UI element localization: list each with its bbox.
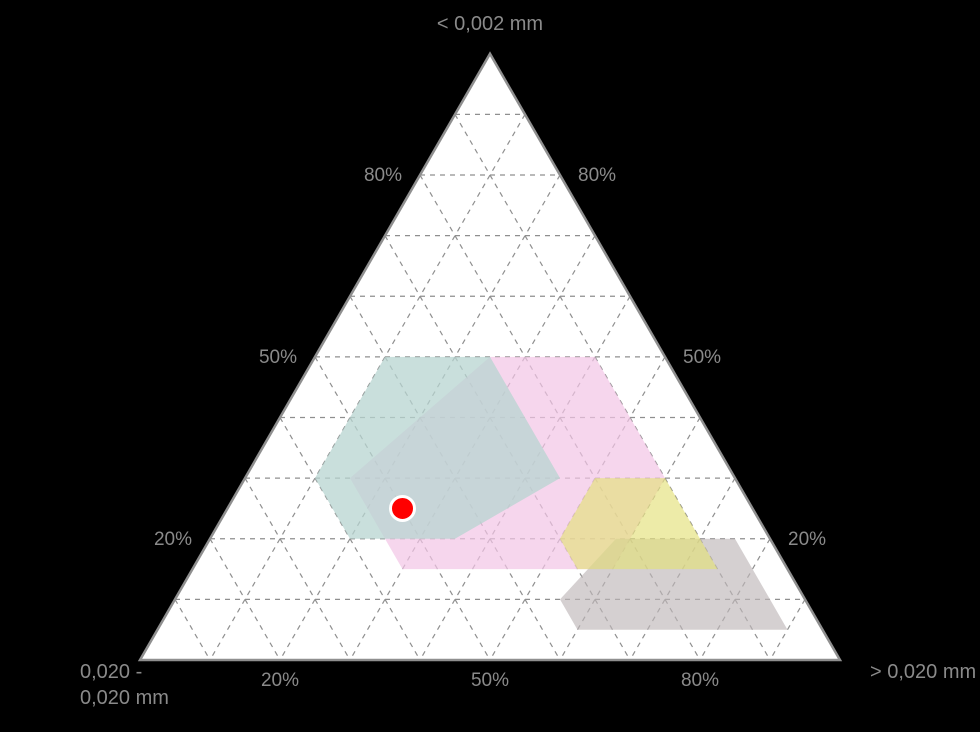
axis-label-top: < 0,002 mm <box>437 13 543 35</box>
tick-bottom: 50% <box>471 670 509 691</box>
axis-label-left-line2: 0,020 mm <box>80 687 169 709</box>
axis-label-right: > 0,020 mm <box>870 661 976 683</box>
tick-right: 50% <box>683 347 721 368</box>
tick-right: 20% <box>788 529 826 550</box>
tick-left: 20% <box>154 529 192 550</box>
tick-bottom: 80% <box>681 670 719 691</box>
axis-label-left-line1: 0,020 - <box>80 661 142 683</box>
sample-point <box>391 496 415 520</box>
tick-bottom: 20% <box>261 670 299 691</box>
tick-right: 80% <box>578 165 616 186</box>
tick-left: 50% <box>259 347 297 368</box>
tick-left: 80% <box>364 165 402 186</box>
